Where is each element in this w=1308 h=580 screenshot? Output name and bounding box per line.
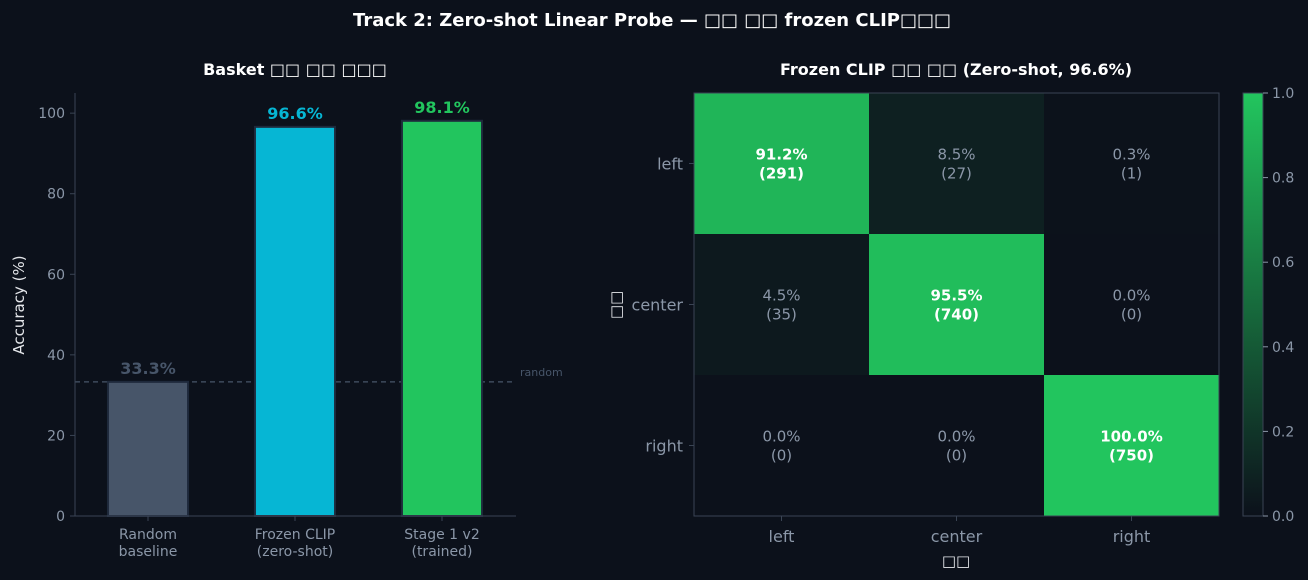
heatmap-y-tick-label: left <box>657 155 683 174</box>
heatmap-y-axis-label: □□ <box>607 291 625 319</box>
heatmap-cells: 91.2% (291) 8.5% (27) 0.3% (1) 4.5% (35) 95.5% (7… <box>694 93 1219 516</box>
heatmap-y-axis: left center right <box>632 155 694 456</box>
heatmap-cell-label: 4.5% (35) <box>762 287 800 324</box>
figure-suptitle: Track 2: Zero-shot Linear Probe — □□ □□ … <box>353 10 951 31</box>
bar-series: 33.3% 96.6% 98.1% <box>106 98 484 517</box>
bar-chart-title: Basket □□ □□ □□□ <box>203 60 387 79</box>
colorbar-gradient <box>1242 92 1264 517</box>
colorbar-tick-label: 0.8 <box>1272 171 1294 187</box>
heatmap-x-tick-label: left <box>769 527 795 546</box>
colorbar-tick-label: 1.0 <box>1272 86 1294 102</box>
heatmap-x-axis: left center right <box>769 516 1151 546</box>
bar-value-label: 33.3% <box>120 359 176 378</box>
heatmap-cell-label: 8.5% (27) <box>937 146 975 183</box>
heatmap-cell <box>1044 93 1219 234</box>
heatmap-cell <box>869 375 1044 516</box>
bar <box>253 125 337 517</box>
heatmap-title: Frozen CLIP □□ □□ (Zero-shot, 96.6%) <box>780 60 1132 79</box>
bar-x-tick-label: Stage 1 v2 (trained) <box>404 527 479 560</box>
bar-y-tick-label: 60 <box>47 267 65 283</box>
heatmap-x-tick-label: right <box>1113 527 1151 546</box>
colorbar-tick-label: 0.6 <box>1272 255 1294 271</box>
heatmap-cell <box>694 375 869 516</box>
heatmap-x-tick-label: center <box>931 527 983 546</box>
heatmap-cell-label: 91.2% (291) <box>755 146 807 183</box>
colorbar-tick-label: 0.0 <box>1272 509 1294 525</box>
heatmap-cell <box>1044 375 1219 516</box>
bar-x-tick-label: Random baseline <box>119 527 178 560</box>
colorbar-tick-label: 0.2 <box>1272 424 1294 440</box>
heatmap-cell-label: 0.0% (0) <box>1112 287 1150 324</box>
bar-y-axis-label: Accuracy (%) <box>10 255 28 354</box>
heatmap-cell <box>869 93 1044 234</box>
heatmap-cell-label: 95.5% (740) <box>930 287 982 324</box>
colorbar: 0.0 0.2 0.4 0.6 0.8 1.0 <box>1242 86 1294 525</box>
heatmap-x-axis-label: □□ <box>942 552 970 570</box>
colorbar-ticks: 0.0 0.2 0.4 0.6 0.8 1.0 <box>1263 86 1294 525</box>
heatmap-cell <box>694 93 869 234</box>
bar-y-tick-label: 0 <box>56 509 65 525</box>
heatmap-y-tick-label: center <box>632 296 684 315</box>
heatmap-cell-label: 0.3% (1) <box>1112 146 1150 183</box>
heatmap-cell-label: 100.0% (750) <box>1100 428 1162 465</box>
bar-value-label: 96.6% <box>267 104 323 123</box>
heatmap-panel: Frozen CLIP □□ □□ (Zero-shot, 96.6%) 91.… <box>607 60 1220 570</box>
colorbar-tick-label: 0.4 <box>1272 340 1294 356</box>
reference-line-label: random <box>520 366 563 379</box>
bar-value-label: 98.1% <box>414 98 470 117</box>
bar-y-tick-label: 100 <box>38 106 65 122</box>
bar-y-axis: 0 20 40 60 80 100 <box>38 106 75 525</box>
heatmap-cell-label: 0.0% (0) <box>762 428 800 465</box>
bar <box>106 380 190 517</box>
bar-y-tick-label: 80 <box>47 187 65 203</box>
bar <box>400 119 484 517</box>
heatmap-cell <box>1044 234 1219 375</box>
bar-x-axis: Random baseline Frozen CLIP (zero-shot) Stag… <box>119 516 480 560</box>
heatmap-cell <box>694 234 869 375</box>
bar-y-tick-label: 40 <box>47 348 65 364</box>
bar-x-tick-label: Frozen CLIP (zero-shot) <box>255 527 335 560</box>
heatmap-y-tick-label: right <box>645 437 683 456</box>
bar-y-tick-label: 20 <box>47 428 65 444</box>
bar-chart-panel: Basket □□ □□ □□□ 0 20 40 60 80 100 random 33.… <box>10 60 563 560</box>
heatmap-cell <box>869 234 1044 375</box>
heatmap-cell-label: 0.0% (0) <box>937 428 975 465</box>
